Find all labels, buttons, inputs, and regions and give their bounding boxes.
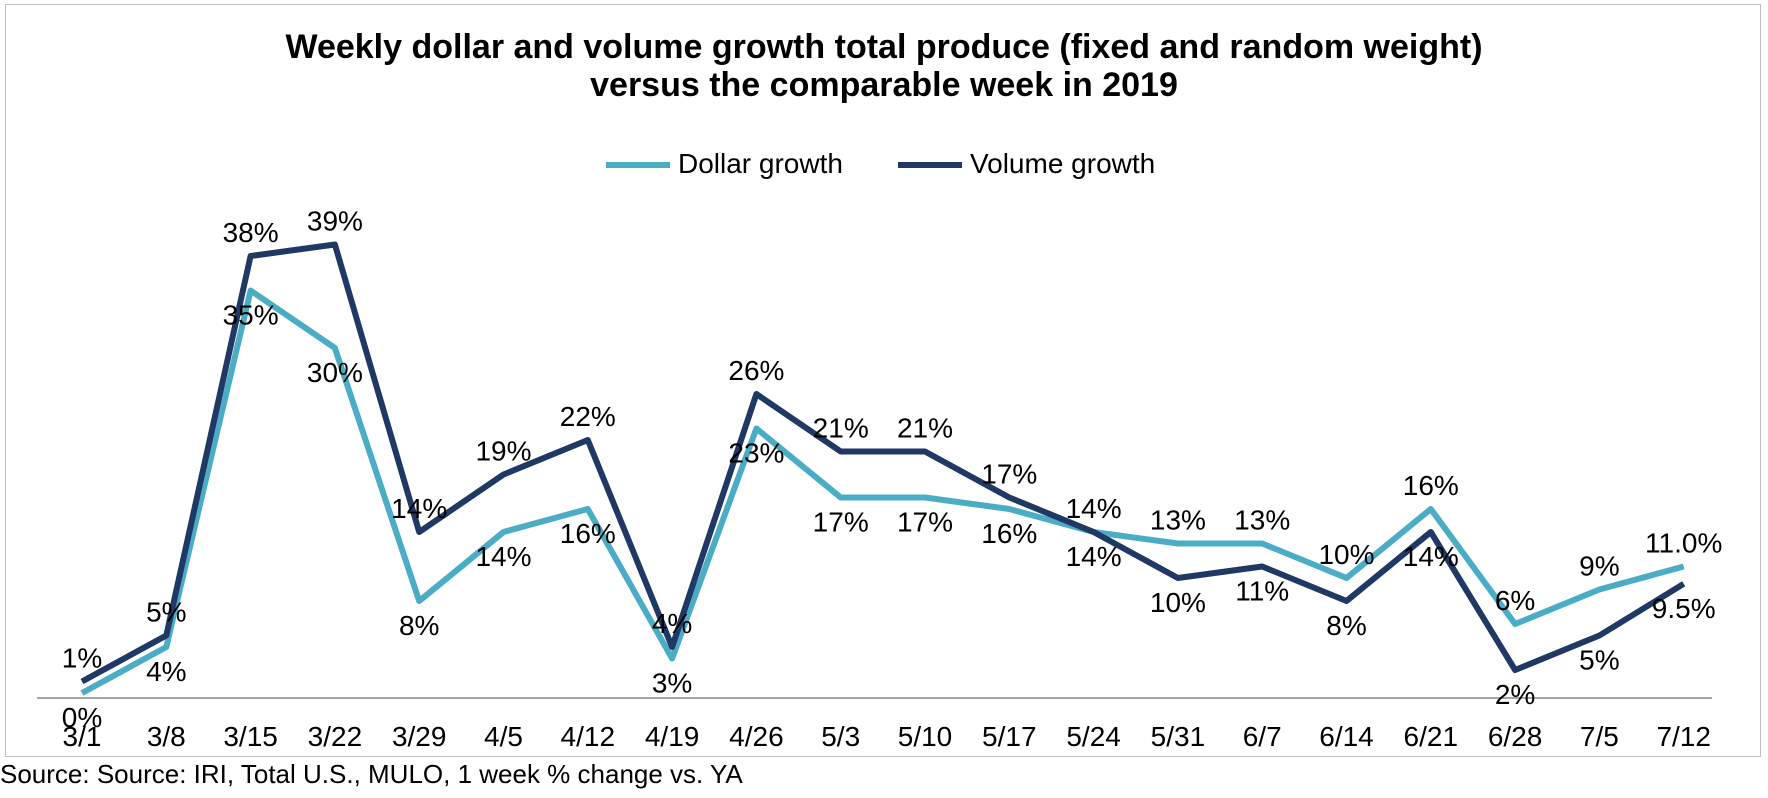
data-label-volume-4-12: 22% [560, 401, 616, 432]
legend: Dollar growth Volume growth [606, 148, 1155, 179]
data-label-volume-5-3: 21% [813, 413, 869, 444]
x-tick-label-5-3: 5/3 [821, 721, 860, 752]
data-label-volume-3-15: 38% [223, 217, 279, 248]
x-tick-label-6-21: 6/21 [1404, 721, 1459, 752]
data-label-dollar-4-5: 14% [475, 541, 531, 572]
x-tick-label-4-5: 4/5 [484, 721, 523, 752]
data-label-volume-3-29: 14% [391, 493, 447, 524]
chart-frame [5, 4, 1761, 757]
x-tick-label-6-28: 6/28 [1488, 721, 1543, 752]
data-label-volume-6-14: 8% [1326, 610, 1366, 641]
data-label-volume-4-26: 26% [728, 355, 784, 386]
x-tick-label-3-1: 3/1 [63, 721, 102, 752]
data-label-dollar-6-14: 10% [1318, 539, 1374, 570]
data-label-dollar-4-26: 23% [728, 438, 784, 469]
x-tick-label-5-24: 5/24 [1066, 721, 1121, 752]
chart-title-line-1: Weekly dollar and volume growth total pr… [285, 28, 1482, 66]
x-tick-label-3-22: 3/22 [308, 721, 363, 752]
data-label-dollar-5-24: 14% [1066, 541, 1122, 572]
series-line-dollar-growth [80, 287, 1685, 696]
x-tick-label-5-17: 5/17 [982, 721, 1037, 752]
data-label-dollar-5-10: 17% [897, 507, 953, 538]
data-label-dollar-3-22: 30% [307, 357, 363, 388]
data-label-volume-7-12: 9.5% [1652, 593, 1716, 624]
data-label-dollar-3-15: 35% [223, 300, 279, 331]
data-label-dollar-6-28: 6% [1495, 585, 1535, 616]
x-tick-label-4-12: 4/12 [561, 721, 616, 752]
data-label-dollar-3-1: 0% [62, 702, 102, 733]
data-label-volume-6-7: 11% [1235, 576, 1289, 607]
data-label-dollar-5-17: 16% [981, 518, 1037, 549]
series-line-volume-growth [80, 241, 1686, 685]
data-label-dollar-5-31: 13% [1150, 505, 1206, 536]
data-label-dollar-4-19: 3% [652, 668, 692, 699]
data-label-dollar-6-21: 16% [1403, 470, 1459, 501]
data-label-dollar-5-3: 17% [813, 507, 869, 538]
x-tick-label-5-31: 5/31 [1151, 721, 1206, 752]
x-tick-label-4-26: 4/26 [729, 721, 784, 752]
x-tick-label-3-15: 3/15 [223, 721, 278, 752]
data-label-volume-5-24: 14% [1066, 493, 1122, 524]
data-label-volume-3-8: 5% [146, 597, 186, 628]
x-tick-label-6-7: 6/7 [1243, 721, 1282, 752]
chart-title-line-2: versus the comparable week in 2019 [590, 66, 1178, 104]
data-label-volume-4-5: 19% [475, 436, 531, 467]
data-label-dollar-4-12: 16% [560, 518, 616, 549]
data-label-dollar-7-12: 11.0% [1645, 528, 1722, 559]
x-tick-label-7-5: 7/5 [1580, 721, 1619, 752]
x-tick-label-6-14: 6/14 [1319, 721, 1374, 752]
data-label-volume-3-1: 1% [62, 643, 102, 674]
data-label-volume-6-21: 14% [1403, 541, 1459, 572]
plot-area: 1% 0%3/1 5% 4% 3/8 38% 35% 3/15 39% 30% 3/22 14% 8% 3… [62, 206, 1723, 752]
x-tick-label-4-19: 4/19 [645, 721, 700, 752]
x-tick-label-7-12: 7/12 [1656, 721, 1711, 752]
data-label-dollar-7-5: 9% [1579, 551, 1619, 582]
data-label-volume-4-19: 4% [652, 608, 692, 639]
data-label-volume-5-31: 10% [1150, 587, 1206, 618]
data-label-volume-7-5: 5% [1579, 645, 1619, 676]
x-tick-label-5-10: 5/10 [898, 721, 953, 752]
source-note: Source: Source: IRI, Total U.S., MULO, 1… [0, 759, 743, 789]
data-label-volume-5-10: 21% [897, 413, 953, 444]
data-label-volume-5-17: 17% [981, 459, 1037, 490]
x-tick-label-3-8: 3/8 [147, 721, 186, 752]
data-label-volume-6-28: 2% [1495, 679, 1535, 710]
data-label-dollar-3-29: 8% [399, 610, 439, 641]
data-label-dollar-6-7: 13% [1234, 505, 1290, 536]
legend-label-volume-growth: Volume growth [970, 148, 1155, 179]
legend-label-dollar-growth: Dollar growth [678, 148, 843, 179]
x-tick-label-3-29: 3/29 [392, 721, 447, 752]
data-label-dollar-3-8: 4% [146, 656, 186, 687]
data-label-volume-3-22: 39% [307, 206, 363, 237]
